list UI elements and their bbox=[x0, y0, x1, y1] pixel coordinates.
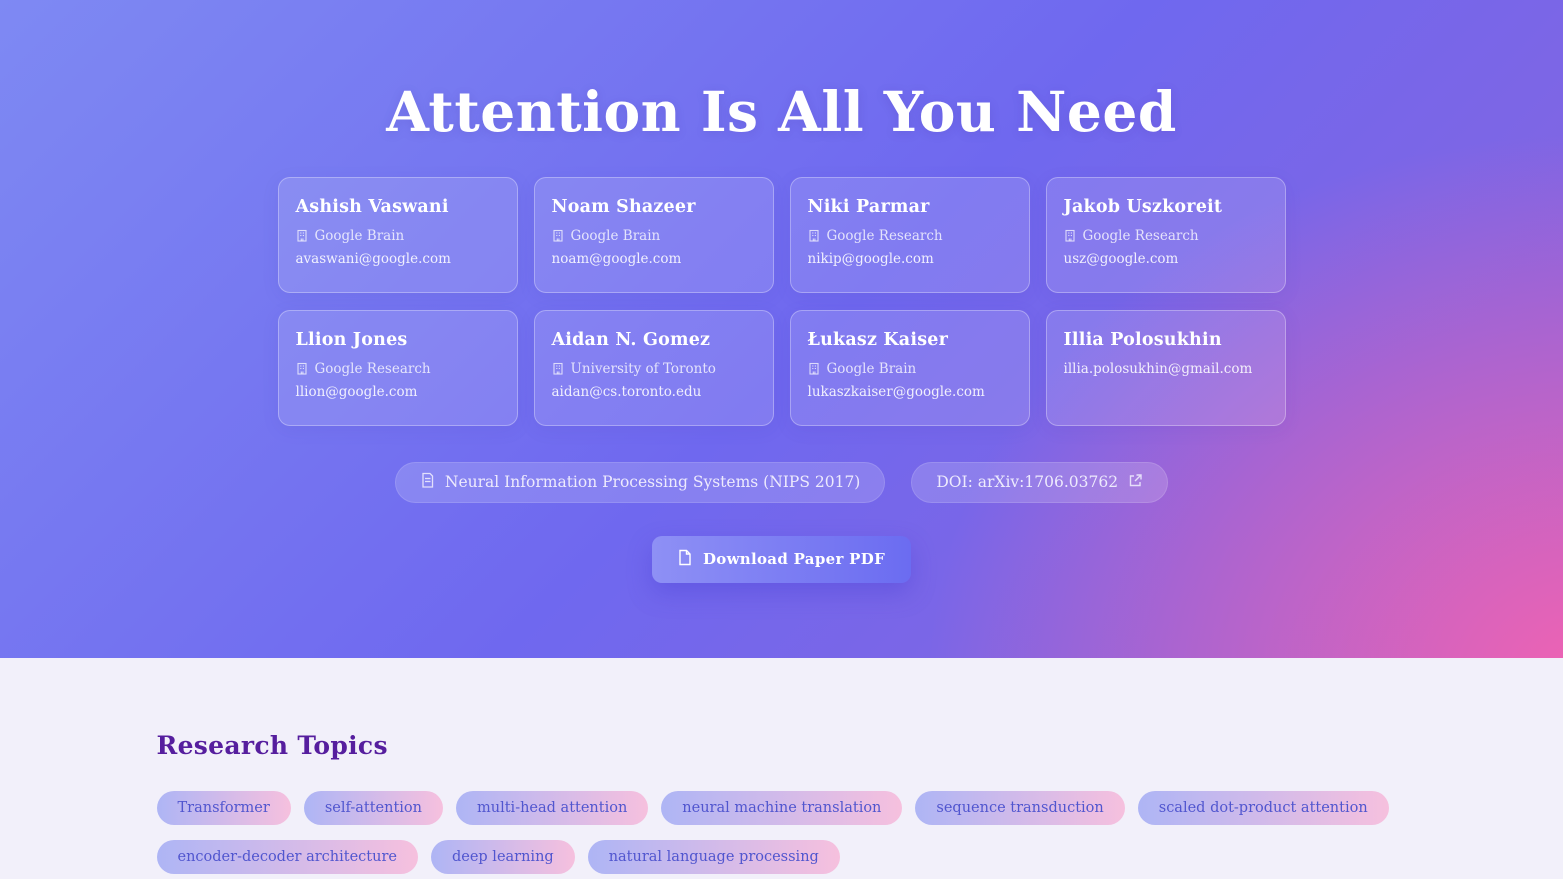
building-icon bbox=[552, 362, 563, 375]
building-icon bbox=[296, 362, 307, 375]
author-affiliation-row: Google Research bbox=[296, 361, 500, 377]
authors-grid: Ashish Vaswani Google Brain avaswani@goo… bbox=[277, 176, 1286, 426]
building-icon bbox=[552, 229, 563, 242]
author-affiliation: Google Brain bbox=[826, 360, 917, 377]
topic-tag[interactable]: Transformer bbox=[156, 791, 291, 825]
research-topics-section: Research Topics Transformer self-attenti… bbox=[156, 658, 1407, 874]
author-affiliation-row: Google Research bbox=[1064, 228, 1268, 244]
author-card: Jakob Uszkoreit Google Research usz@goog… bbox=[1045, 176, 1286, 293]
author-affiliation-row: Google Research bbox=[808, 228, 1012, 244]
author-name: Ashish Vaswani bbox=[295, 196, 449, 217]
author-card: Ashish Vaswani Google Brain avaswani@goo… bbox=[277, 176, 518, 293]
doi-badge[interactable]: DOI: arXiv:1706.03762 bbox=[911, 461, 1169, 503]
topic-tags: Transformer self-attention multi-head at… bbox=[156, 791, 1407, 874]
venue-badge: Neural Information Processing Systems (N… bbox=[394, 461, 886, 503]
author-card: Niki Parmar Google Research nikip@google… bbox=[789, 176, 1030, 293]
author-name: Noam Shazeer bbox=[551, 196, 696, 217]
download-pdf-label: Download Paper PDF bbox=[702, 550, 886, 568]
author-card: Noam Shazeer Google Brain noam@google.co… bbox=[533, 176, 774, 293]
author-affiliation-row: Google Brain bbox=[808, 361, 1012, 377]
author-email: nikip@google.com bbox=[807, 250, 934, 267]
author-email: aidan@cs.toronto.edu bbox=[551, 383, 702, 400]
venue-badge-label: Neural Information Processing Systems (N… bbox=[444, 473, 861, 491]
topic-tag[interactable]: natural language processing bbox=[587, 840, 840, 874]
author-name: Łukasz Kaiser bbox=[807, 329, 948, 350]
author-name: Llion Jones bbox=[295, 329, 408, 350]
topic-tag[interactable]: multi-head attention bbox=[456, 791, 649, 825]
author-affiliation: Google Research bbox=[826, 227, 943, 244]
document-icon bbox=[420, 472, 435, 493]
building-icon bbox=[808, 229, 819, 242]
hero-section: Attention Is All You Need Ashish Vaswani… bbox=[0, 79, 1563, 658]
author-affiliation: Google Research bbox=[1082, 227, 1199, 244]
author-name: Aidan N. Gomez bbox=[551, 329, 711, 350]
topic-tag[interactable]: scaled dot-product attention bbox=[1137, 791, 1389, 825]
author-email: illia.polosukhin@gmail.com bbox=[1063, 360, 1253, 377]
download-pdf-button[interactable]: Download Paper PDF bbox=[651, 535, 912, 583]
author-affiliation-row: Google Brain bbox=[296, 228, 500, 244]
author-affiliation-row: University of Toronto bbox=[552, 361, 756, 377]
topic-tag[interactable]: deep learning bbox=[430, 840, 575, 874]
building-icon bbox=[296, 229, 307, 242]
author-card: Aidan N. Gomez University of Toronto aid… bbox=[533, 309, 774, 426]
author-name: Illia Polosukhin bbox=[1063, 329, 1222, 350]
author-email: usz@google.com bbox=[1063, 250, 1179, 267]
author-name: Jakob Uszkoreit bbox=[1063, 196, 1223, 217]
author-email: noam@google.com bbox=[551, 250, 682, 267]
author-affiliation-row: Google Brain bbox=[552, 228, 756, 244]
publication-badges-row: Neural Information Processing Systems (N… bbox=[0, 461, 1563, 503]
author-card: Illia Polosukhin illia.polosukhin@gmail.… bbox=[1045, 309, 1286, 426]
author-affiliation: Google Research bbox=[314, 360, 431, 377]
author-affiliation: Google Brain bbox=[314, 227, 405, 244]
topic-tag[interactable]: sequence transduction bbox=[915, 791, 1125, 825]
topic-tag[interactable]: self-attention bbox=[303, 791, 443, 825]
building-icon bbox=[1064, 229, 1075, 242]
author-email: llion@google.com bbox=[295, 383, 418, 400]
download-row: Download Paper PDF bbox=[0, 535, 1563, 583]
author-email: lukaszkaiser@google.com bbox=[807, 383, 985, 400]
author-card: Łukasz Kaiser Google Brain lukaszkaiser@… bbox=[789, 309, 1030, 426]
doi-badge-label: DOI: arXiv:1706.03762 bbox=[936, 473, 1119, 491]
topic-tag[interactable]: neural machine translation bbox=[661, 791, 903, 825]
research-topics-heading: Research Topics bbox=[156, 731, 388, 760]
file-icon bbox=[678, 549, 692, 570]
building-icon bbox=[808, 362, 819, 375]
external-link-icon bbox=[1128, 473, 1143, 492]
page-title: Attention Is All You Need bbox=[386, 79, 1177, 144]
author-name: Niki Parmar bbox=[807, 196, 930, 217]
author-affiliation: Google Brain bbox=[570, 227, 661, 244]
topic-tag[interactable]: encoder-decoder architecture bbox=[156, 840, 418, 874]
author-affiliation: University of Toronto bbox=[570, 360, 716, 377]
author-card: Llion Jones Google Research llion@google… bbox=[277, 309, 518, 426]
author-email: avaswani@google.com bbox=[295, 250, 451, 267]
